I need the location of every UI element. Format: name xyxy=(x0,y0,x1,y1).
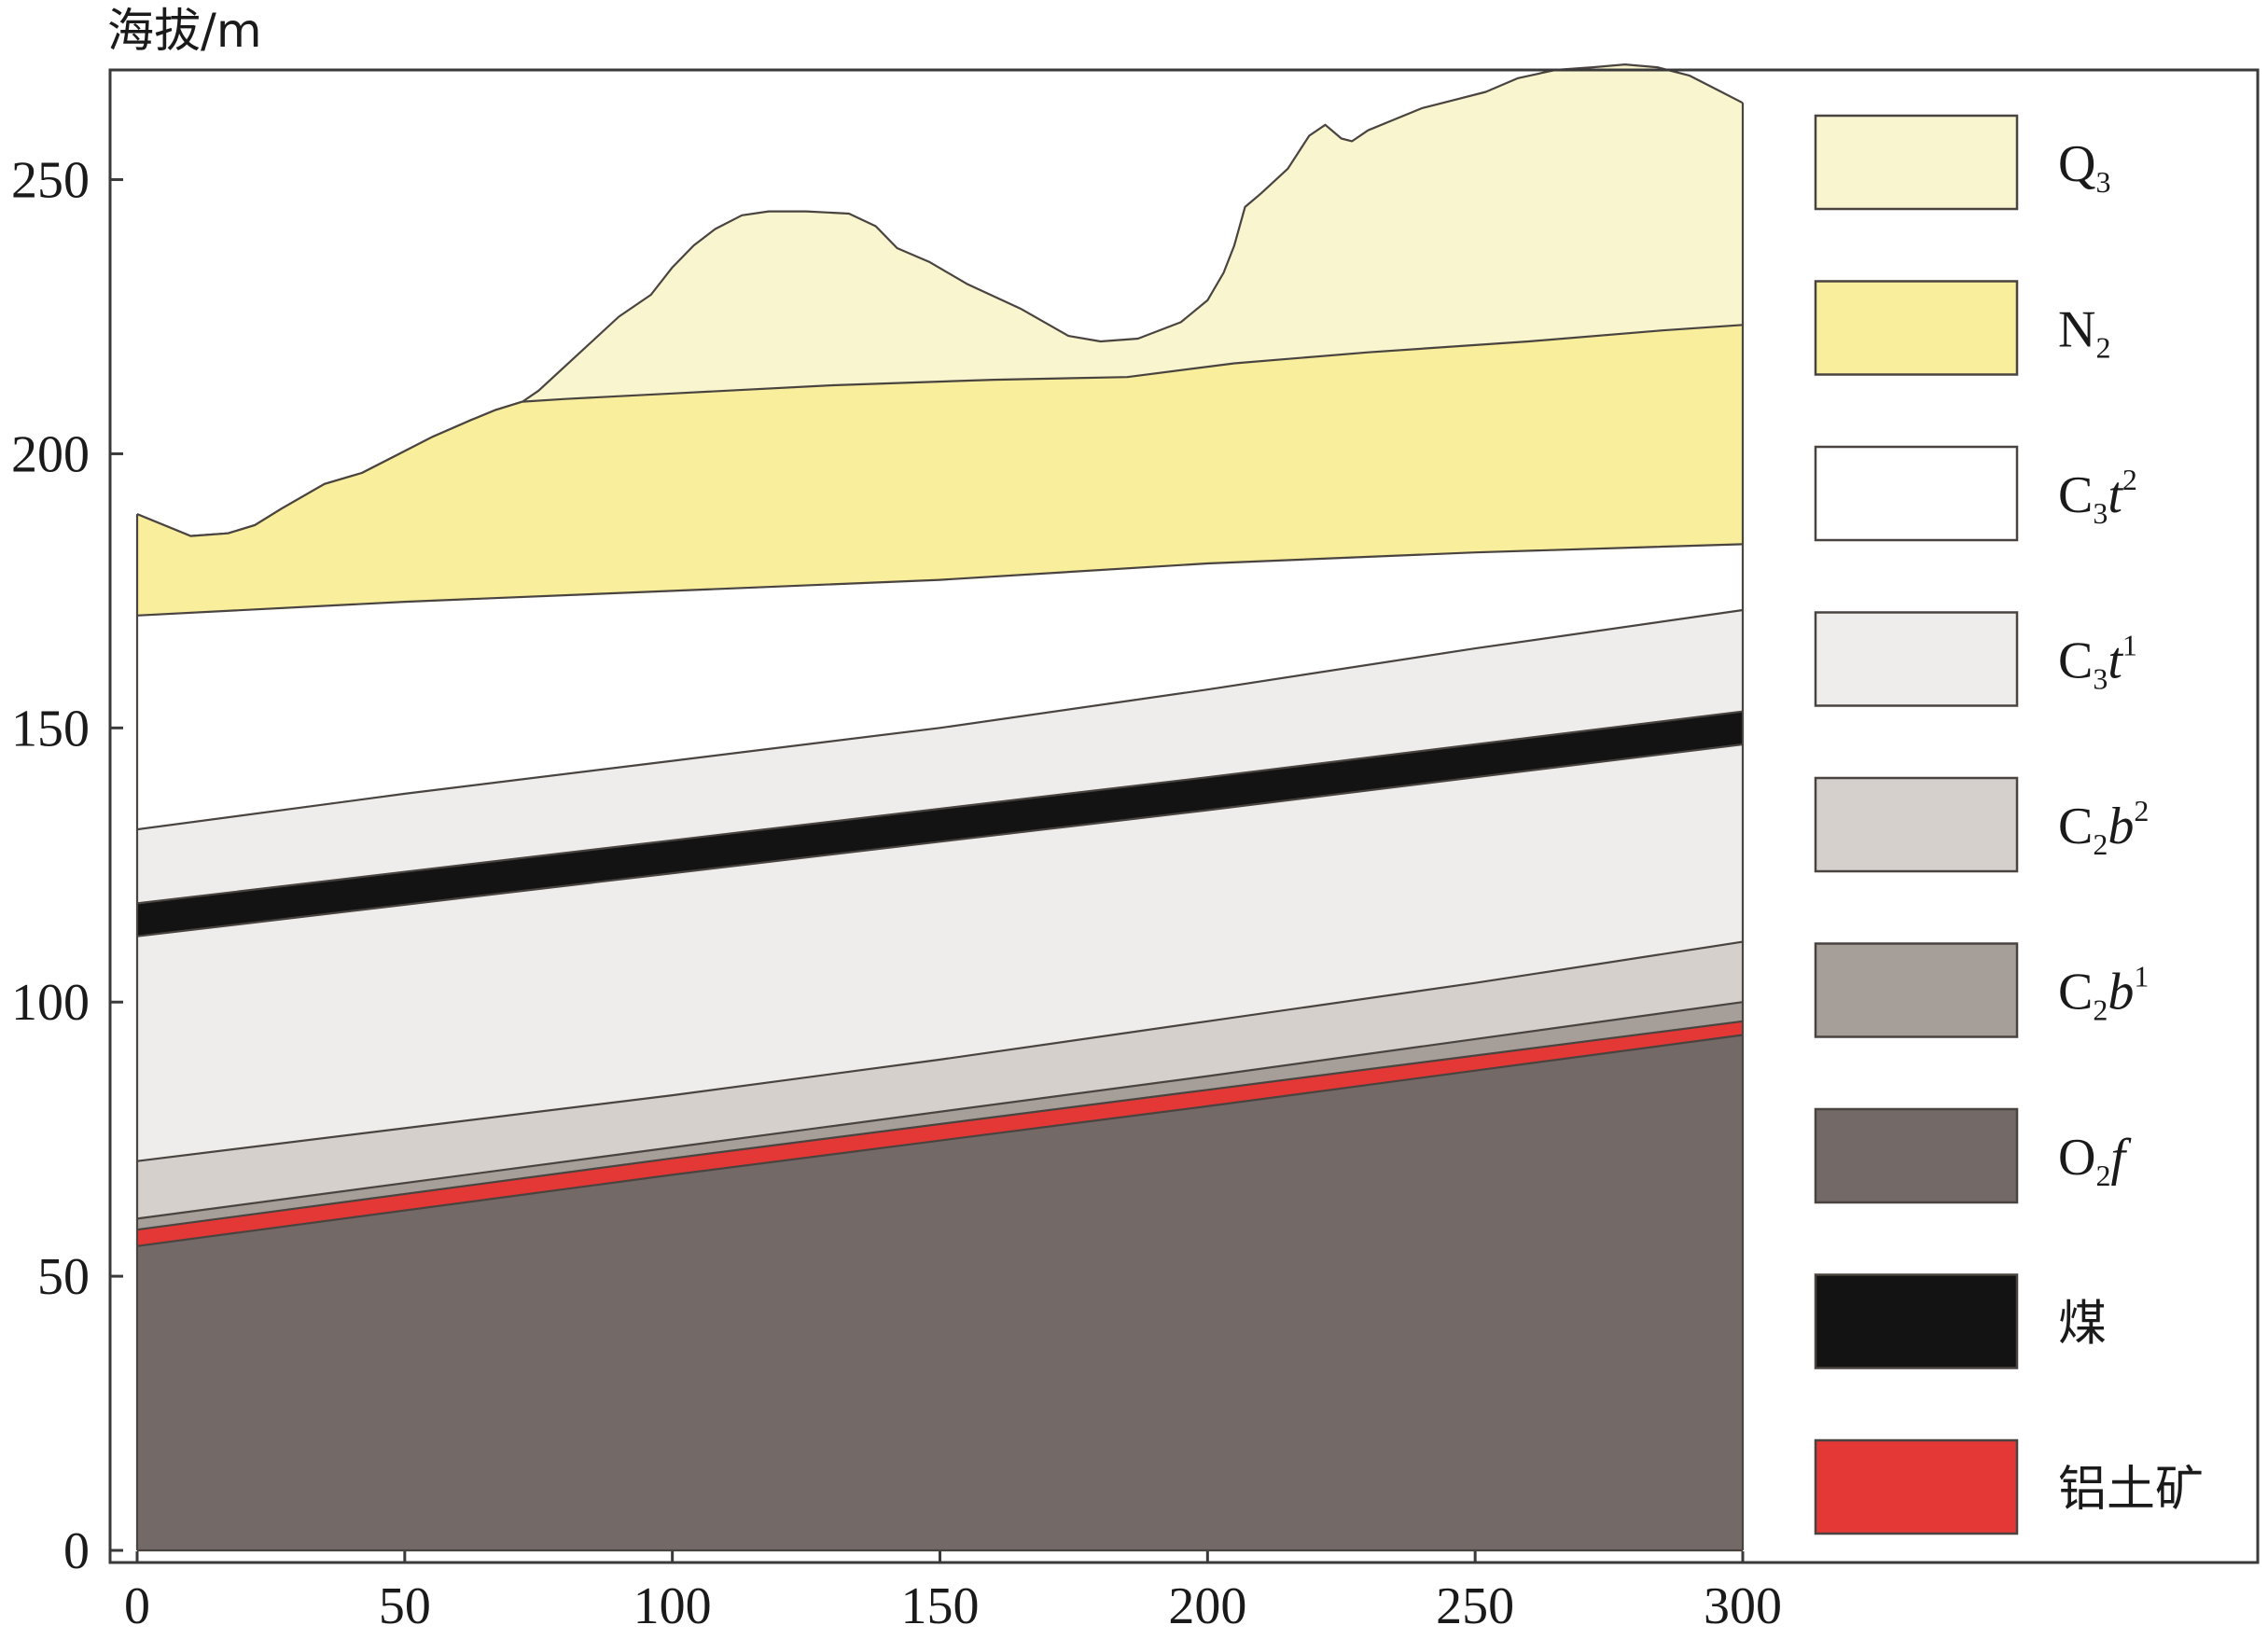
legend-swatch xyxy=(1814,1107,2019,1204)
legend-label: 煤 xyxy=(2058,1297,2107,1353)
y-tick-label: 100 xyxy=(11,974,90,1032)
layer-boundary-C3t1-lower xyxy=(136,743,1744,938)
legend-label: N2 xyxy=(2058,301,2110,365)
y-tick-label: 250 xyxy=(11,152,90,210)
legend-label: Q3 xyxy=(2058,135,2110,199)
x-tick-label: 0 xyxy=(124,1577,150,1635)
x-tick-label: 300 xyxy=(1704,1577,1782,1635)
legend-swatch xyxy=(1814,776,2019,873)
legend-swatch xyxy=(1814,1438,2019,1535)
x-tick-label: 100 xyxy=(633,1577,712,1635)
y-tick-label: 200 xyxy=(11,425,90,483)
y-tick-label: 0 xyxy=(63,1522,90,1580)
legend-label: C2b2 xyxy=(2058,794,2149,861)
y-tick-label: 50 xyxy=(37,1248,90,1306)
legend-swatch xyxy=(1814,280,2019,376)
legend-swatch xyxy=(1814,611,2019,707)
x-tick-label: 200 xyxy=(1168,1577,1246,1635)
legend-label: O2f xyxy=(2058,1129,2132,1192)
layer-boundary-铝土矿 xyxy=(136,1020,1744,1231)
legend-label: C2b1 xyxy=(2058,960,2149,1027)
legend-label: C3t1 xyxy=(2058,629,2137,696)
legend-swatch xyxy=(1814,942,2019,1038)
layer-boundary-煤 xyxy=(136,710,1744,905)
legend-label: 铝土矿 xyxy=(2058,1462,2204,1518)
legend-swatch xyxy=(1814,1273,2019,1369)
layer-boundary-C3t1 xyxy=(136,608,1744,831)
legend-swatch xyxy=(1814,114,2019,211)
axes: 0 50 100 150 200 250 300 0 50 100 150 200 250 xyxy=(11,152,1782,1635)
x-tick-label: 150 xyxy=(901,1577,980,1635)
y-axis-label: 海拔/m xyxy=(107,4,262,58)
layer-boundary-O2f xyxy=(136,1034,1744,1247)
layer-boundary-N2 xyxy=(136,324,1744,537)
layer-boundary-C2b1 xyxy=(136,1001,1744,1220)
x-tick-label: 50 xyxy=(379,1577,431,1635)
legend-swatch xyxy=(1814,445,2019,542)
layer-boundary-C3t2 xyxy=(136,543,1744,617)
layer-boundary-C2b2 xyxy=(136,940,1744,1162)
legend-label: C3t2 xyxy=(2058,463,2137,530)
x-tick-label: 250 xyxy=(1436,1577,1514,1635)
layer-fill-O2f xyxy=(137,1035,1743,1550)
stratum-layers xyxy=(135,63,1745,1552)
plot-frame xyxy=(108,68,2260,1564)
y-tick-label: 150 xyxy=(11,700,90,757)
